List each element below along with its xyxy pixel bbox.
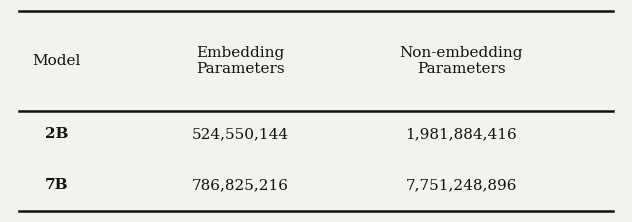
Text: 7,751,248,896: 7,751,248,896 [406, 178, 517, 192]
Text: 786,825,216: 786,825,216 [191, 178, 289, 192]
Text: Model: Model [33, 54, 81, 68]
Text: Embedding
Parameters: Embedding Parameters [196, 46, 284, 76]
Text: 524,550,144: 524,550,144 [191, 127, 289, 141]
Text: 7B: 7B [45, 178, 69, 192]
Text: Non-embedding
Parameters: Non-embedding Parameters [399, 46, 523, 76]
Text: 1,981,884,416: 1,981,884,416 [406, 127, 517, 141]
Text: 2B: 2B [45, 127, 69, 141]
